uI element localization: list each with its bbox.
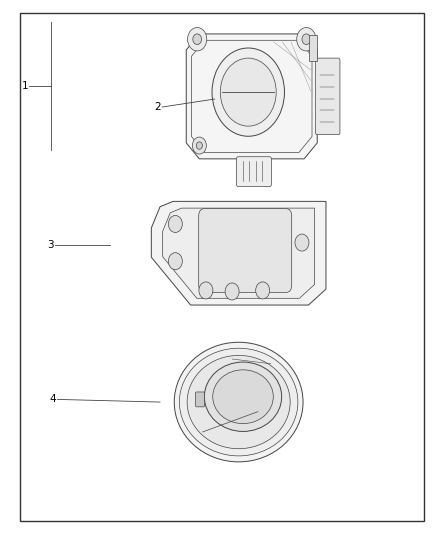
- Ellipse shape: [187, 356, 290, 449]
- Circle shape: [302, 34, 311, 45]
- Circle shape: [256, 282, 270, 299]
- FancyBboxPatch shape: [196, 392, 205, 407]
- Circle shape: [196, 142, 202, 149]
- Text: 2: 2: [155, 102, 161, 112]
- Ellipse shape: [205, 362, 282, 431]
- Text: 3: 3: [48, 240, 54, 250]
- Circle shape: [225, 283, 239, 300]
- FancyBboxPatch shape: [308, 35, 317, 61]
- Polygon shape: [186, 34, 317, 159]
- Ellipse shape: [174, 342, 303, 462]
- Ellipse shape: [180, 348, 298, 456]
- Circle shape: [295, 234, 309, 251]
- Circle shape: [168, 253, 182, 270]
- Circle shape: [220, 58, 276, 126]
- Polygon shape: [162, 208, 314, 298]
- Text: 1: 1: [21, 81, 28, 91]
- Text: 4: 4: [50, 394, 57, 405]
- Circle shape: [187, 28, 207, 51]
- Circle shape: [212, 48, 285, 136]
- FancyBboxPatch shape: [237, 157, 272, 187]
- Circle shape: [192, 137, 206, 154]
- FancyBboxPatch shape: [315, 58, 340, 135]
- Circle shape: [297, 28, 316, 51]
- Circle shape: [168, 215, 182, 232]
- Polygon shape: [151, 201, 326, 305]
- Ellipse shape: [213, 370, 273, 424]
- Circle shape: [199, 282, 213, 299]
- Circle shape: [193, 34, 201, 45]
- FancyBboxPatch shape: [199, 208, 292, 293]
